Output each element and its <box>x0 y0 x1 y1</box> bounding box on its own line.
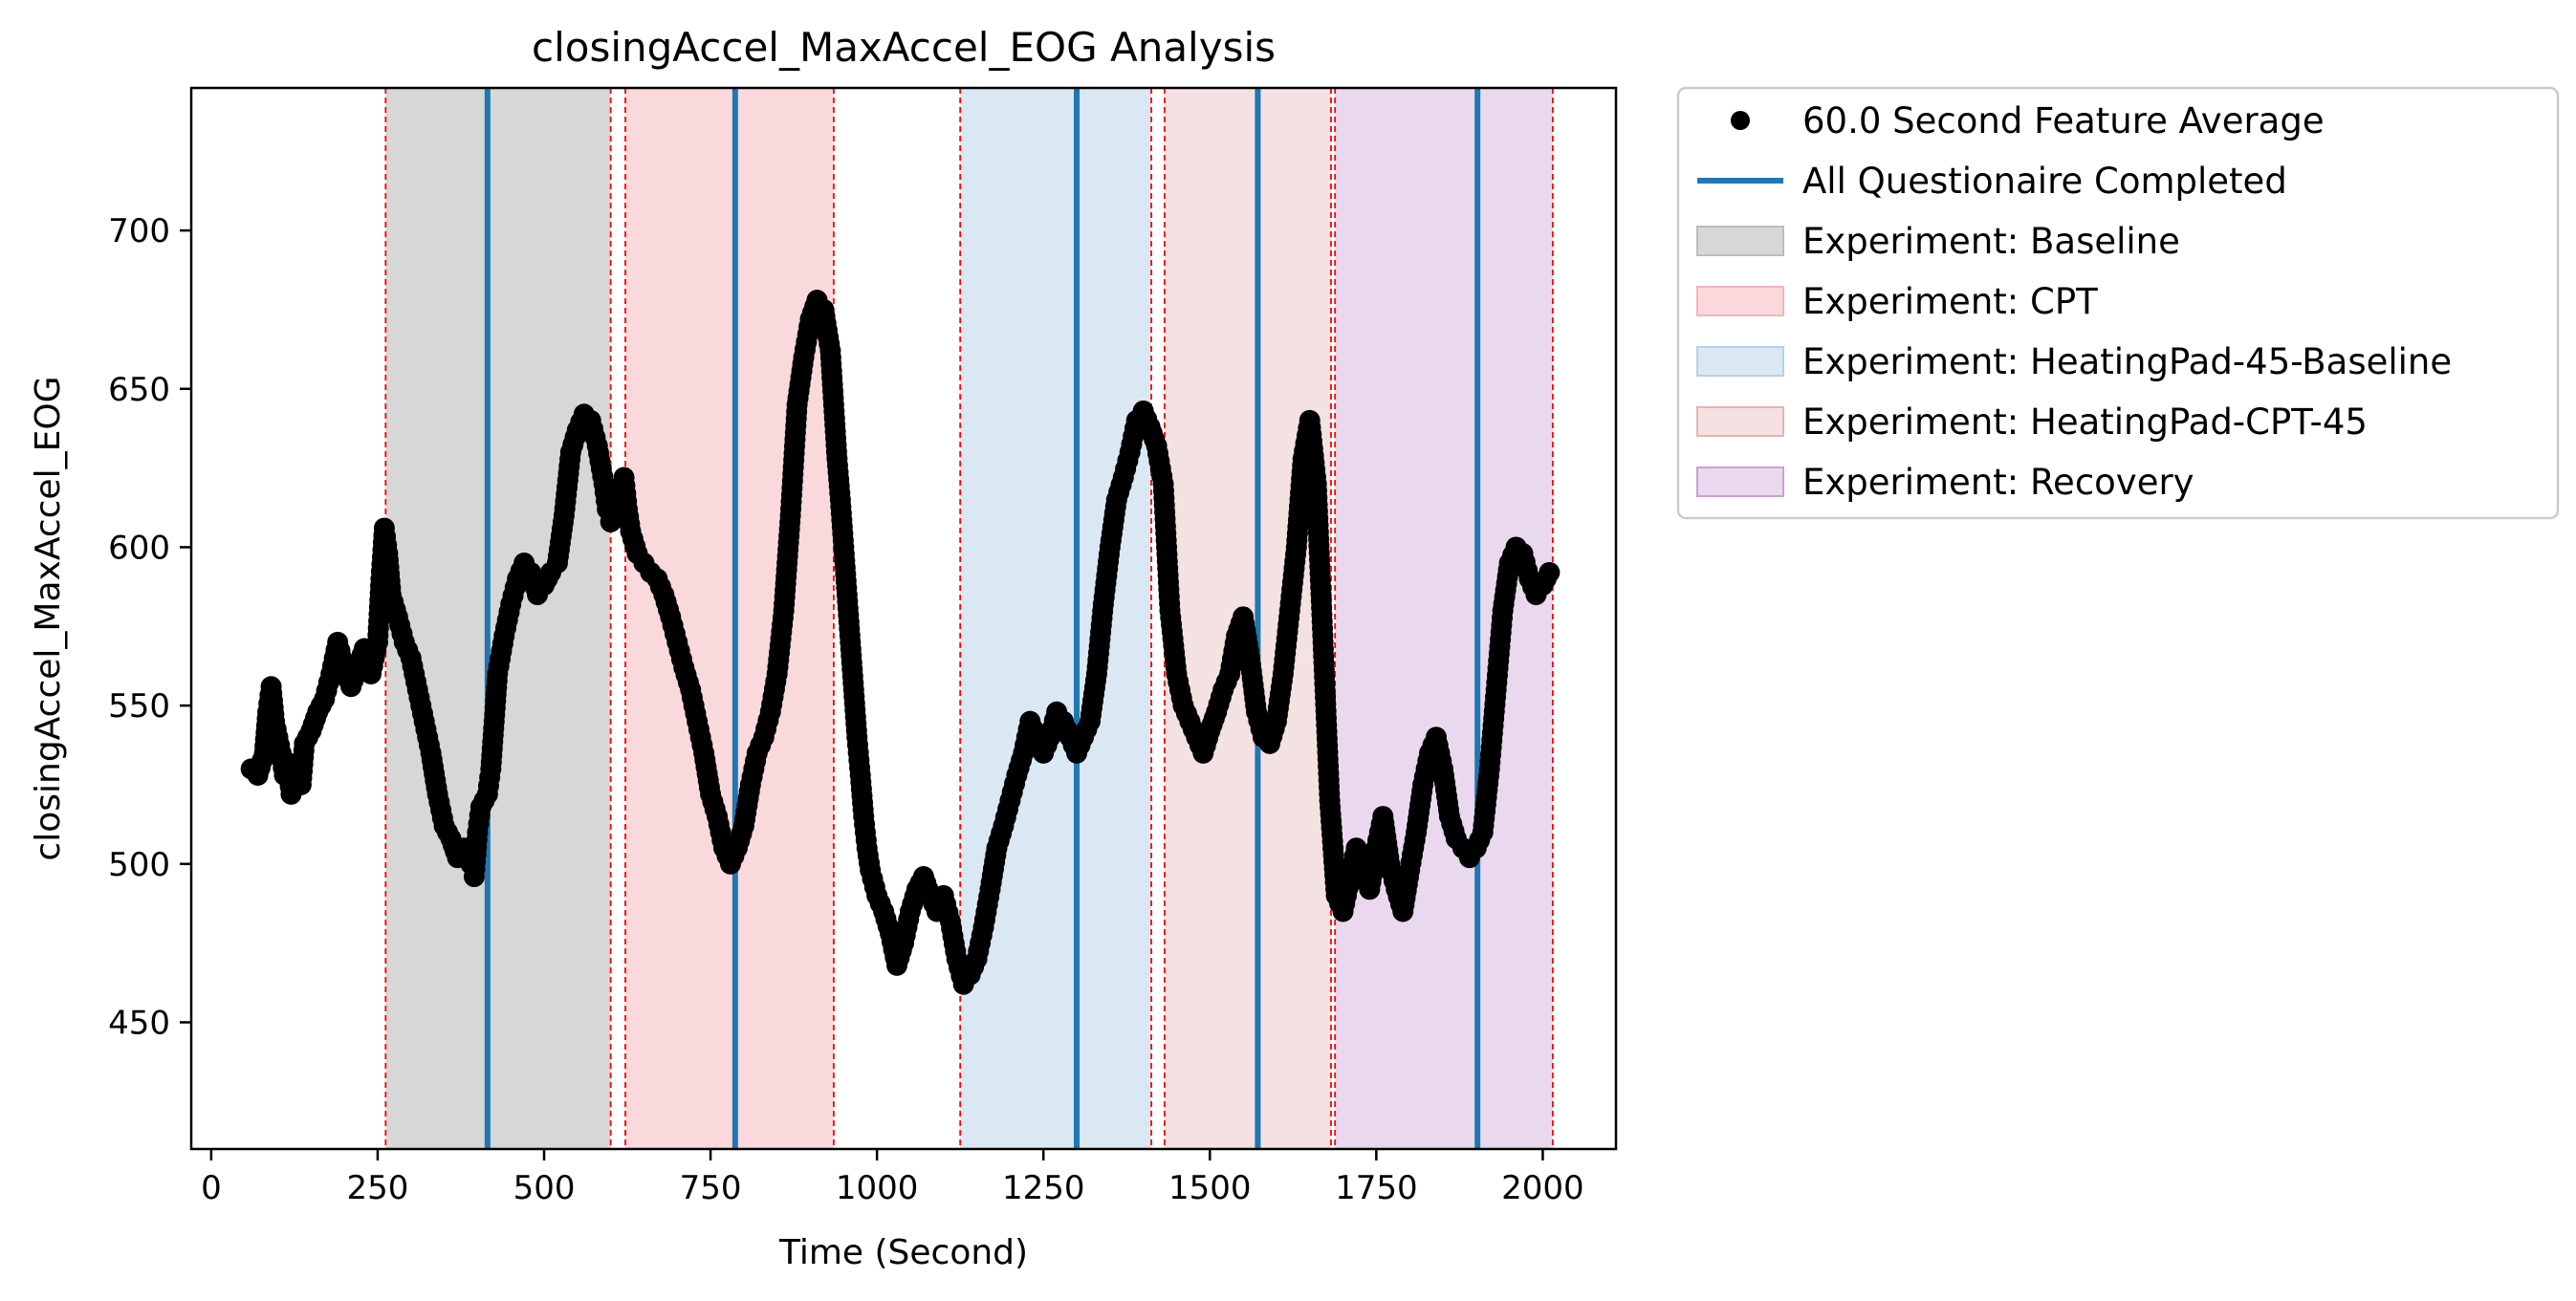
data-point <box>1539 561 1561 583</box>
x-tick-label: 250 <box>347 1169 409 1207</box>
y-axis-ticks: 450 500 550 600 650 700 <box>108 212 191 1042</box>
experiment-region-1 <box>624 88 834 1149</box>
x-tick-label: 2000 <box>1501 1169 1584 1207</box>
x-axis-title: Time (Second) <box>778 1233 1028 1272</box>
legend-label: Experiment: Recovery <box>1802 462 2194 503</box>
legend-swatch-patch <box>1696 406 1784 437</box>
x-tick-label: 1250 <box>1002 1169 1085 1207</box>
y-tick-label: 500 <box>108 846 170 884</box>
x-axis-ticks: 0 250 500 750 1000 1250 1500 1750 2000 <box>201 1149 1584 1207</box>
experiment-region-2 <box>960 88 1152 1149</box>
legend-label: Experiment: Baseline <box>1802 221 2180 262</box>
legend-label: Experiment: HeatingPad-CPT-45 <box>1802 401 2368 443</box>
y-tick-label: 550 <box>108 687 170 726</box>
legend: 60.0 Second Feature Average All Questiona… <box>1676 86 2560 520</box>
x-tick-label: 0 <box>201 1169 222 1207</box>
y-tick-label: 650 <box>108 371 170 409</box>
legend-label: All Questionaire Completed <box>1802 161 2287 202</box>
y-tick-label: 600 <box>108 529 170 567</box>
legend-label: Experiment: HeatingPad-45-Baseline <box>1802 341 2452 382</box>
legend-swatch-patch <box>1696 346 1784 377</box>
x-tick-label: 500 <box>513 1169 576 1207</box>
x-tick-label: 1000 <box>836 1169 919 1207</box>
legend-frame <box>1676 86 2560 520</box>
legend-swatch-patch <box>1696 226 1784 256</box>
y-tick-label: 700 <box>108 212 170 250</box>
legend-label: 60.0 Second Feature Average <box>1802 100 2325 141</box>
legend-label: Experiment: CPT <box>1802 281 2098 322</box>
x-tick-label: 1500 <box>1168 1169 1252 1207</box>
x-tick-label: 1750 <box>1335 1169 1418 1207</box>
legend-swatch-patch <box>1696 286 1784 316</box>
x-tick-label: 750 <box>680 1169 742 1207</box>
y-axis-title: closingAccel_MaxAccel_EOG <box>29 376 68 860</box>
legend-swatch-patch <box>1696 466 1784 497</box>
legend-swatch-marker <box>1731 111 1750 130</box>
experiment-region-4 <box>1335 88 1553 1149</box>
y-tick-label: 450 <box>108 1004 170 1042</box>
chart-title: closingAccel_MaxAccel_EOG Analysis <box>532 24 1276 71</box>
data-points <box>240 290 1561 995</box>
plot-frame <box>189 86 1618 1151</box>
questionnaire-lines <box>484 88 1481 1149</box>
